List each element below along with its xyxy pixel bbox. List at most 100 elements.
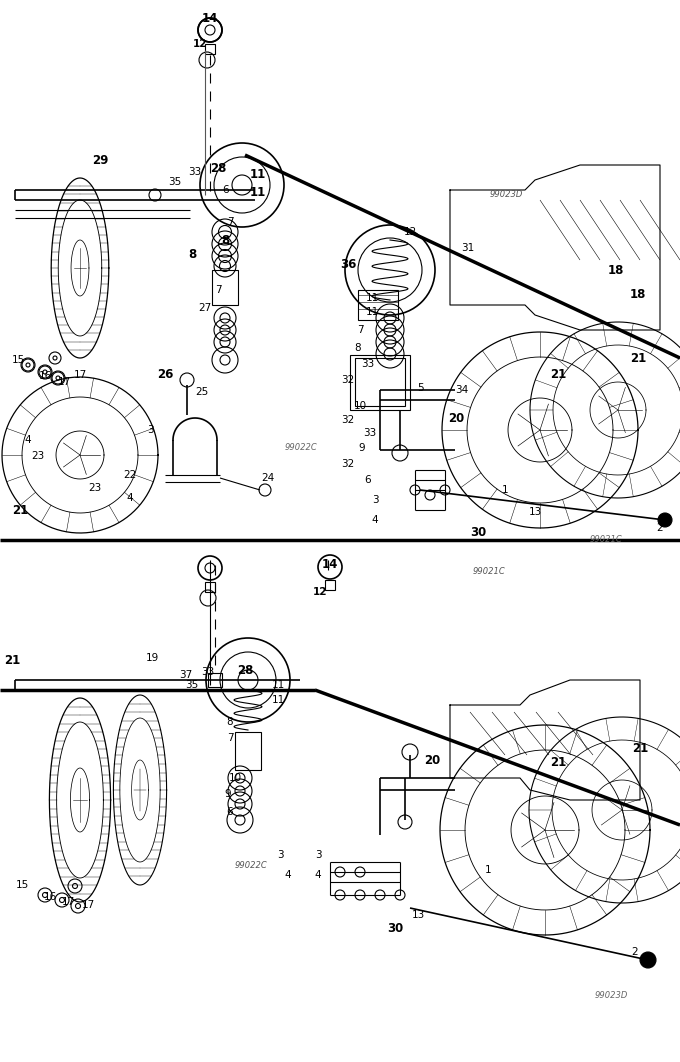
Text: 8: 8 bbox=[188, 249, 196, 261]
Text: 20: 20 bbox=[448, 411, 464, 425]
Text: 16: 16 bbox=[38, 371, 52, 381]
Text: 3: 3 bbox=[315, 850, 322, 860]
Text: 18: 18 bbox=[630, 289, 646, 302]
Text: 2: 2 bbox=[632, 947, 639, 957]
Bar bbox=[358, 290, 398, 320]
Text: 4: 4 bbox=[285, 870, 291, 880]
Text: 17: 17 bbox=[73, 370, 86, 380]
Text: 5: 5 bbox=[417, 383, 424, 393]
Text: 3: 3 bbox=[147, 425, 153, 435]
Text: 6: 6 bbox=[222, 185, 229, 195]
Text: 99021C: 99021C bbox=[590, 535, 623, 545]
Text: 29: 29 bbox=[92, 154, 108, 167]
Text: 15: 15 bbox=[16, 880, 29, 890]
Text: 21: 21 bbox=[630, 352, 646, 364]
Text: 23: 23 bbox=[88, 483, 101, 493]
Text: 11: 11 bbox=[365, 307, 379, 316]
Text: 11: 11 bbox=[250, 186, 266, 199]
Text: 11: 11 bbox=[271, 680, 285, 690]
Text: 11: 11 bbox=[250, 169, 266, 182]
Text: 20: 20 bbox=[424, 754, 440, 767]
Text: 21: 21 bbox=[632, 741, 648, 754]
Text: 21: 21 bbox=[4, 653, 20, 667]
Text: 32: 32 bbox=[341, 459, 355, 469]
Text: 35: 35 bbox=[186, 680, 199, 690]
Text: 7: 7 bbox=[357, 325, 363, 335]
Text: 22: 22 bbox=[123, 470, 137, 480]
Text: 9: 9 bbox=[358, 443, 365, 453]
Text: 33: 33 bbox=[201, 667, 215, 676]
Text: 21: 21 bbox=[12, 503, 28, 516]
Text: 1: 1 bbox=[485, 866, 492, 875]
Text: 32: 32 bbox=[341, 415, 355, 425]
Text: 36: 36 bbox=[340, 258, 356, 272]
Bar bbox=[350, 355, 410, 410]
Text: 26: 26 bbox=[157, 369, 173, 381]
Bar bbox=[205, 582, 215, 592]
Text: 12: 12 bbox=[192, 39, 207, 49]
Text: 16: 16 bbox=[44, 892, 56, 902]
Text: 28: 28 bbox=[237, 664, 253, 676]
Text: 8: 8 bbox=[226, 717, 233, 727]
Text: 30: 30 bbox=[387, 922, 403, 935]
Text: 31: 31 bbox=[461, 243, 475, 253]
Text: 28: 28 bbox=[210, 161, 226, 174]
Text: 8: 8 bbox=[355, 343, 361, 353]
Text: 34: 34 bbox=[456, 386, 469, 395]
Text: 4: 4 bbox=[315, 870, 322, 880]
Text: 32: 32 bbox=[341, 375, 355, 386]
Text: 99022C: 99022C bbox=[285, 444, 318, 452]
Text: 8: 8 bbox=[221, 234, 229, 246]
Text: 17: 17 bbox=[57, 377, 71, 387]
Text: 17: 17 bbox=[61, 897, 75, 907]
Text: 1: 1 bbox=[502, 485, 509, 495]
Text: 3: 3 bbox=[277, 850, 284, 860]
Text: 12: 12 bbox=[403, 227, 417, 237]
Text: 15: 15 bbox=[12, 355, 24, 365]
Text: 24: 24 bbox=[261, 473, 275, 483]
Text: 13: 13 bbox=[411, 910, 424, 920]
Text: 99023D: 99023D bbox=[595, 991, 628, 999]
Text: 3: 3 bbox=[372, 495, 378, 506]
Text: 99021C: 99021C bbox=[473, 567, 505, 576]
Text: 6: 6 bbox=[226, 807, 233, 817]
Text: 6: 6 bbox=[364, 475, 371, 485]
Bar bbox=[208, 673, 222, 687]
Circle shape bbox=[640, 952, 656, 967]
Text: 12: 12 bbox=[313, 587, 327, 597]
Text: 11: 11 bbox=[365, 293, 379, 303]
Text: 4: 4 bbox=[24, 435, 31, 445]
Text: 13: 13 bbox=[528, 507, 542, 517]
Text: 37: 37 bbox=[180, 670, 192, 680]
Text: 11: 11 bbox=[271, 695, 285, 705]
Text: 7: 7 bbox=[226, 733, 233, 743]
Text: 7: 7 bbox=[226, 217, 233, 227]
Bar bbox=[355, 358, 405, 406]
Text: 17: 17 bbox=[82, 900, 95, 910]
Text: 18: 18 bbox=[608, 263, 624, 276]
Text: 30: 30 bbox=[470, 526, 486, 538]
Text: 35: 35 bbox=[169, 177, 182, 187]
Text: 4: 4 bbox=[126, 493, 133, 503]
Text: 14: 14 bbox=[322, 559, 338, 571]
Text: 21: 21 bbox=[550, 755, 566, 769]
Text: 10: 10 bbox=[228, 773, 241, 783]
Bar bbox=[325, 580, 335, 590]
Bar bbox=[212, 270, 238, 305]
Text: 2: 2 bbox=[657, 523, 663, 533]
Text: 9: 9 bbox=[224, 789, 231, 799]
Text: 33: 33 bbox=[361, 359, 375, 369]
Text: 14: 14 bbox=[202, 12, 218, 24]
Bar bbox=[235, 732, 261, 770]
Text: 7: 7 bbox=[215, 285, 221, 295]
Text: 10: 10 bbox=[354, 401, 367, 411]
Text: 21: 21 bbox=[550, 369, 566, 381]
Text: 99023D: 99023D bbox=[490, 190, 523, 199]
Text: 33: 33 bbox=[363, 428, 377, 438]
Bar bbox=[205, 44, 215, 54]
Text: 99022C: 99022C bbox=[235, 861, 267, 870]
Text: 19: 19 bbox=[146, 653, 158, 663]
Text: 23: 23 bbox=[31, 451, 45, 461]
Text: 33: 33 bbox=[188, 167, 202, 177]
Text: 4: 4 bbox=[372, 515, 378, 525]
